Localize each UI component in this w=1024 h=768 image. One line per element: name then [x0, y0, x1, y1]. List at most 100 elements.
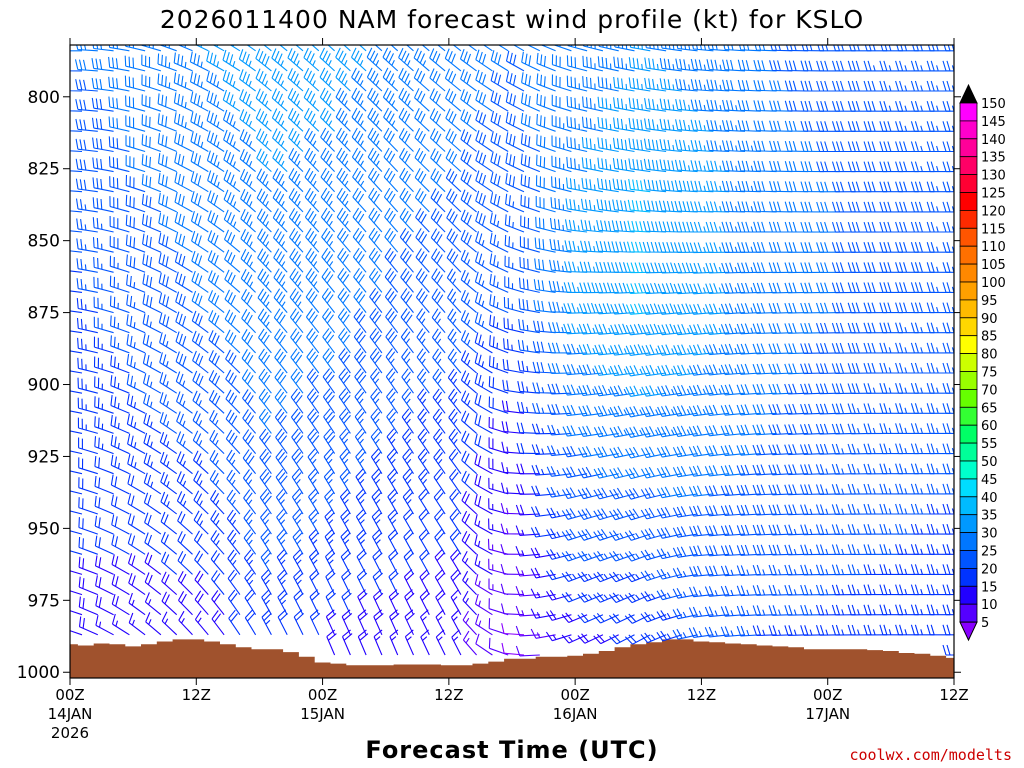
wind-barb [239, 129, 256, 152]
barb-shaft [547, 383, 572, 395]
wind-barb [690, 139, 714, 153]
barb-shaft [429, 108, 446, 132]
wind-barb [108, 76, 130, 92]
barb-shaft [417, 388, 430, 414]
wind-barb [451, 629, 462, 656]
barb-shaft [721, 160, 746, 173]
wind-barb [429, 128, 446, 152]
barb-shaft [926, 544, 951, 555]
wind-barb [339, 448, 351, 474]
barb-shaft [144, 552, 162, 575]
wind-barb [942, 483, 954, 495]
wind-barb [641, 405, 667, 418]
barb-shaft [752, 323, 777, 335]
wind-barb [612, 178, 635, 193]
wind-barb [942, 544, 954, 555]
wind-barb [656, 568, 683, 580]
wind-barb [501, 642, 525, 656]
wind-barb [110, 474, 130, 495]
barb-shaft [94, 396, 114, 414]
wind-barb [288, 148, 304, 172]
barb-shaft [323, 448, 336, 474]
wind-barb [174, 271, 193, 293]
barb-shaft [624, 592, 651, 604]
wind-barb [831, 80, 856, 92]
barb-shaft [672, 486, 698, 498]
x-axis-label: Forecast Time (UTC) [365, 736, 658, 764]
x-date-label: 14JAN [48, 705, 93, 723]
barb-shaft [704, 364, 730, 376]
wind-barb [706, 79, 730, 92]
y-tick-label: 900 [28, 376, 60, 396]
wind-barb [195, 45, 209, 52]
barb-shaft [640, 549, 667, 561]
barb-shaft [926, 362, 951, 374]
barb-shaft [108, 96, 130, 112]
wind-barb [369, 328, 383, 354]
barb-shaft [831, 161, 856, 173]
barb-shaft [110, 454, 130, 475]
barb-shaft [675, 98, 698, 112]
wind-barb [176, 451, 193, 475]
wind-barb [274, 348, 288, 374]
barb-shaft [490, 70, 509, 92]
barb-shaft [526, 45, 541, 52]
wind-barb [551, 94, 572, 112]
barb-shaft [625, 467, 651, 480]
barb-shaft [177, 531, 193, 555]
barb-shaft [367, 87, 383, 112]
wind-barb [489, 253, 509, 273]
barb-shaft [241, 309, 256, 334]
barb-shaft [126, 393, 146, 414]
barb-shaft [222, 69, 241, 92]
barb-shaft [488, 558, 509, 575]
barb-shaft [831, 403, 856, 415]
wind-barb [240, 188, 256, 213]
wind-barb [142, 293, 162, 314]
wind-barb [370, 428, 383, 454]
wind-barb [674, 221, 698, 233]
barb-shaft [815, 322, 840, 334]
barb-shaft [674, 159, 698, 173]
barb-shaft [224, 289, 241, 314]
wind-barb [500, 503, 525, 515]
barb-shaft [416, 368, 430, 394]
wind-barb [505, 132, 525, 152]
wind-barb [847, 221, 872, 233]
barb-shaft [721, 180, 746, 193]
barb-shaft [108, 76, 130, 92]
barb-shaft [224, 249, 241, 273]
wind-barb [206, 90, 225, 112]
colorbar-label: 60 [981, 419, 998, 434]
barb-shaft [942, 322, 954, 334]
barb-shaft [462, 610, 478, 636]
wind-barb [640, 591, 667, 602]
wind-barb [504, 214, 525, 233]
barb-shaft [178, 610, 193, 636]
wind-barb [474, 514, 493, 535]
barb-shaft [768, 282, 793, 294]
wind-barb [752, 363, 777, 375]
barb-shaft [895, 60, 919, 72]
barb-shaft [673, 303, 698, 315]
barb-shaft [942, 141, 954, 153]
barb-shaft [624, 508, 651, 521]
barb-shaft [111, 593, 130, 616]
barb-shaft [189, 51, 209, 72]
barb-shaft [551, 115, 572, 132]
wind-barb [688, 627, 714, 638]
barb-shaft [387, 488, 399, 515]
barb-shaft [78, 596, 99, 616]
wind-barb [546, 507, 572, 519]
barb-shaft [70, 630, 83, 636]
wind-barb [736, 343, 761, 355]
barb-shaft [642, 241, 667, 253]
barb-shaft [561, 550, 588, 562]
wind-barb [784, 282, 809, 294]
wind-barb [142, 353, 162, 374]
barb-shaft [173, 92, 193, 112]
wind-barb [769, 140, 793, 153]
barb-shaft [356, 569, 368, 595]
barb-shaft [688, 465, 714, 477]
wind-barb [625, 385, 651, 397]
